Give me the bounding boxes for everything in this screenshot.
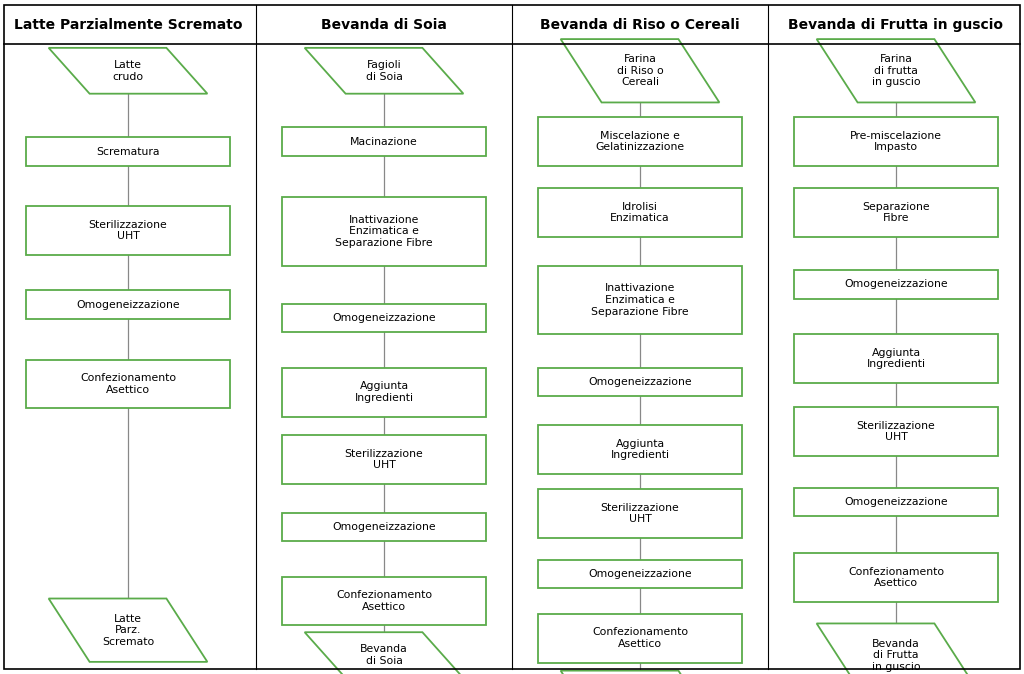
Text: Aggiunta
Ingredienti: Aggiunta Ingredienti bbox=[866, 348, 926, 369]
FancyBboxPatch shape bbox=[794, 407, 998, 456]
Text: Omogeneizzazione: Omogeneizzazione bbox=[332, 522, 436, 532]
Text: Confezionamento
Asettico: Confezionamento Asettico bbox=[848, 567, 944, 588]
Text: Bevanda
di Soia: Bevanda di Soia bbox=[360, 644, 408, 666]
Polygon shape bbox=[817, 623, 975, 674]
Text: Confezionamento
Asettico: Confezionamento Asettico bbox=[336, 590, 432, 612]
Polygon shape bbox=[49, 48, 207, 94]
Text: Sterilizzazione
UHT: Sterilizzazione UHT bbox=[345, 449, 423, 470]
FancyBboxPatch shape bbox=[794, 334, 998, 383]
FancyBboxPatch shape bbox=[282, 368, 486, 417]
Text: Omogeneizzazione: Omogeneizzazione bbox=[588, 570, 692, 579]
Text: Bevanda di Soia: Bevanda di Soia bbox=[322, 18, 446, 32]
Text: Aggiunta
Ingredienti: Aggiunta Ingredienti bbox=[354, 381, 414, 403]
FancyBboxPatch shape bbox=[282, 435, 486, 484]
FancyBboxPatch shape bbox=[794, 553, 998, 602]
FancyBboxPatch shape bbox=[26, 206, 230, 255]
Text: Latte Parzialmente Scremato: Latte Parzialmente Scremato bbox=[13, 18, 243, 32]
FancyBboxPatch shape bbox=[538, 425, 742, 474]
Text: Omogeneizzazione: Omogeneizzazione bbox=[844, 280, 948, 289]
Text: Aggiunta
Ingredienti: Aggiunta Ingredienti bbox=[610, 439, 670, 460]
Text: Confezionamento
Asettico: Confezionamento Asettico bbox=[592, 627, 688, 649]
FancyBboxPatch shape bbox=[538, 368, 742, 396]
FancyBboxPatch shape bbox=[282, 127, 486, 156]
Text: Bevanda di Riso o Cereali: Bevanda di Riso o Cereali bbox=[541, 18, 739, 32]
Polygon shape bbox=[817, 39, 975, 102]
Text: Bevanda di Frutta in guscio: Bevanda di Frutta in guscio bbox=[788, 18, 1004, 32]
Text: Separazione
Fibre: Separazione Fibre bbox=[862, 202, 930, 223]
Text: Fagioli
di Soia: Fagioli di Soia bbox=[366, 60, 402, 82]
FancyBboxPatch shape bbox=[26, 137, 230, 166]
Polygon shape bbox=[561, 671, 719, 674]
Text: Omogeneizzazione: Omogeneizzazione bbox=[844, 497, 948, 507]
FancyBboxPatch shape bbox=[26, 360, 230, 408]
FancyBboxPatch shape bbox=[538, 614, 742, 663]
FancyBboxPatch shape bbox=[794, 270, 998, 299]
Text: Bevanda
di Frutta
in guscio: Bevanda di Frutta in guscio bbox=[871, 638, 921, 672]
Text: Sterilizzazione
UHT: Sterilizzazione UHT bbox=[89, 220, 167, 241]
FancyBboxPatch shape bbox=[538, 117, 742, 166]
FancyBboxPatch shape bbox=[794, 188, 998, 237]
Text: Pre-miscelazione
Impasto: Pre-miscelazione Impasto bbox=[850, 131, 942, 152]
Polygon shape bbox=[305, 632, 463, 674]
Text: Miscelazione e
Gelatinizzazione: Miscelazione e Gelatinizzazione bbox=[595, 131, 685, 152]
Text: Farina
di frutta
in guscio: Farina di frutta in guscio bbox=[871, 54, 921, 88]
Text: Macinazione: Macinazione bbox=[350, 137, 418, 146]
Text: Scrematura: Scrematura bbox=[96, 147, 160, 156]
FancyBboxPatch shape bbox=[538, 188, 742, 237]
FancyBboxPatch shape bbox=[282, 304, 486, 332]
FancyBboxPatch shape bbox=[26, 290, 230, 319]
Text: Latte
crudo: Latte crudo bbox=[113, 60, 143, 82]
Text: Idrolisi
Enzimatica: Idrolisi Enzimatica bbox=[610, 202, 670, 223]
Text: Inattivazione
Enzimatica e
Separazione Fibre: Inattivazione Enzimatica e Separazione F… bbox=[335, 214, 433, 248]
Text: Omogeneizzazione: Omogeneizzazione bbox=[332, 313, 436, 323]
FancyBboxPatch shape bbox=[282, 577, 486, 625]
Text: Latte
Parz.
Scremato: Latte Parz. Scremato bbox=[101, 613, 155, 647]
Polygon shape bbox=[49, 599, 207, 662]
Text: Sterilizzazione
UHT: Sterilizzazione UHT bbox=[857, 421, 935, 442]
FancyBboxPatch shape bbox=[794, 117, 998, 166]
Text: Farina
di Riso o
Cereali: Farina di Riso o Cereali bbox=[616, 54, 664, 88]
Text: Sterilizzazione
UHT: Sterilizzazione UHT bbox=[601, 503, 679, 524]
FancyBboxPatch shape bbox=[538, 489, 742, 538]
FancyBboxPatch shape bbox=[282, 513, 486, 541]
FancyBboxPatch shape bbox=[282, 197, 486, 266]
FancyBboxPatch shape bbox=[538, 560, 742, 588]
Text: Inattivazione
Enzimatica e
Separazione Fibre: Inattivazione Enzimatica e Separazione F… bbox=[591, 283, 689, 317]
FancyBboxPatch shape bbox=[538, 266, 742, 334]
Text: Omogeneizzazione: Omogeneizzazione bbox=[76, 300, 180, 309]
FancyBboxPatch shape bbox=[794, 488, 998, 516]
Text: Omogeneizzazione: Omogeneizzazione bbox=[588, 377, 692, 387]
Polygon shape bbox=[561, 39, 719, 102]
Polygon shape bbox=[305, 48, 463, 94]
Text: Confezionamento
Asettico: Confezionamento Asettico bbox=[80, 373, 176, 395]
